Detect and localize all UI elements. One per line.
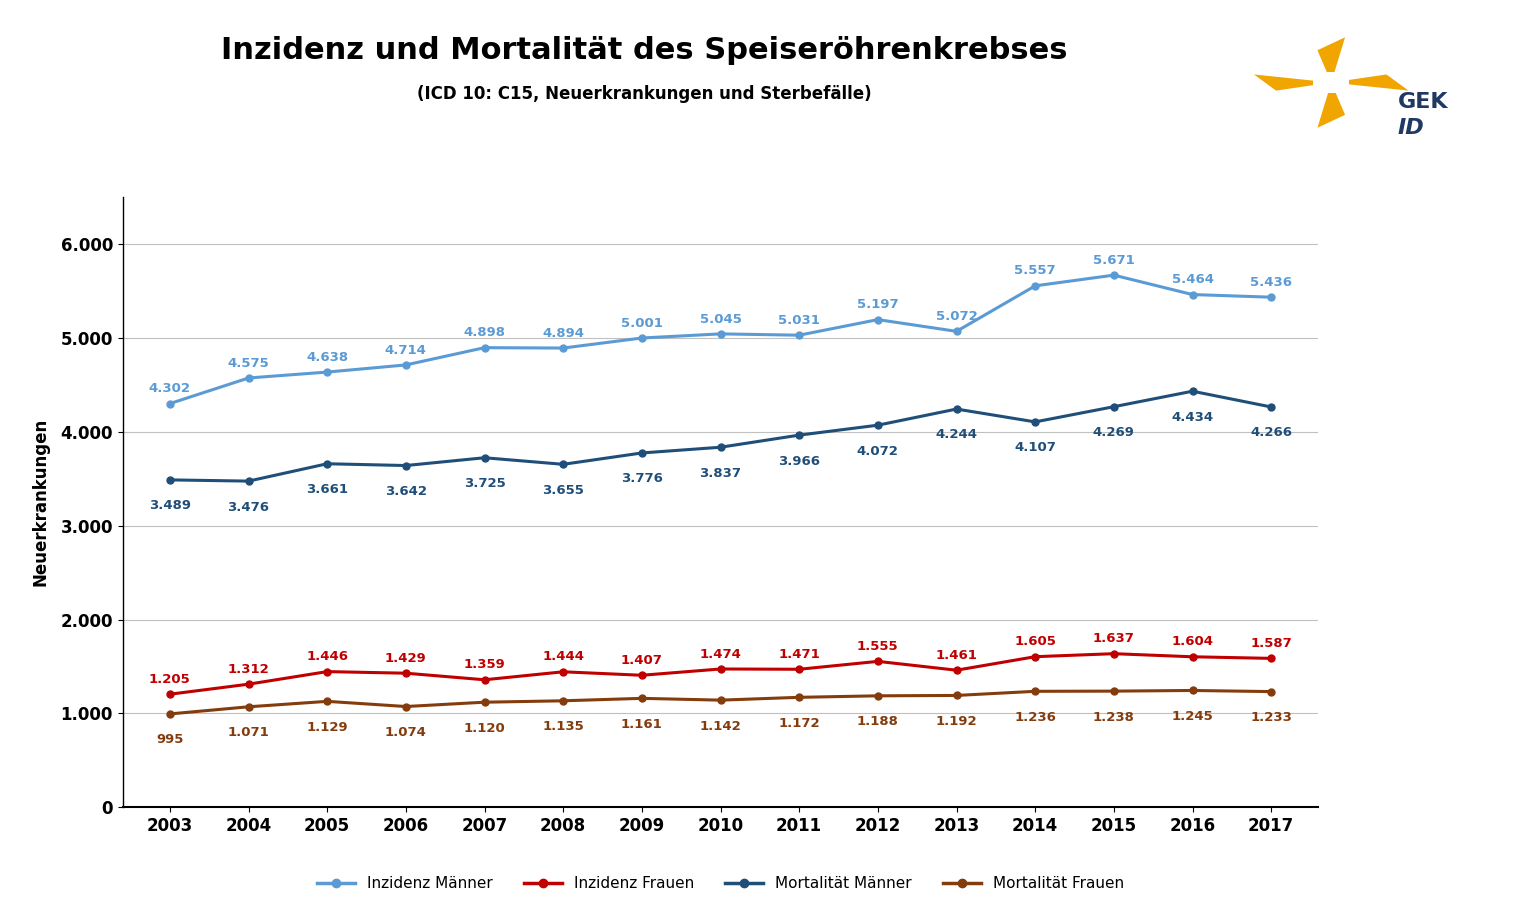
Text: 5.001: 5.001 [621, 317, 662, 330]
Text: ID: ID [1398, 118, 1424, 138]
Text: 3.476: 3.476 [227, 501, 270, 514]
Text: 1.129: 1.129 [307, 721, 348, 734]
Text: 5.557: 5.557 [1015, 265, 1056, 277]
Y-axis label: Neuerkrankungen: Neuerkrankungen [31, 418, 49, 587]
Text: 5.671: 5.671 [1093, 254, 1134, 266]
Text: 1.555: 1.555 [857, 640, 898, 653]
Text: 1.192: 1.192 [935, 715, 978, 727]
Text: 4.072: 4.072 [857, 445, 898, 457]
Text: 4.434: 4.434 [1171, 411, 1214, 423]
Text: 3.642: 3.642 [385, 485, 426, 498]
Text: Inzidenz und Mortalität des Speiseröhrenkrebses: Inzidenz und Mortalität des Speiseröhren… [221, 36, 1067, 65]
Text: 3.966: 3.966 [779, 455, 820, 467]
Text: 1.637: 1.637 [1093, 632, 1134, 645]
Text: 4.302: 4.302 [149, 382, 190, 396]
Text: 1.071: 1.071 [227, 727, 270, 739]
Text: 1.074: 1.074 [385, 726, 426, 739]
Text: 3.725: 3.725 [463, 477, 506, 490]
Text: 1.312: 1.312 [227, 663, 270, 675]
Polygon shape [1331, 74, 1409, 91]
Text: 995: 995 [156, 734, 184, 746]
FancyBboxPatch shape [1314, 72, 1349, 93]
Text: 4.266: 4.266 [1251, 426, 1292, 440]
Text: 4.894: 4.894 [543, 327, 584, 340]
Polygon shape [1317, 83, 1344, 127]
Text: GEK: GEK [1398, 91, 1449, 112]
Text: 3.776: 3.776 [621, 473, 662, 485]
Text: 5.464: 5.464 [1171, 274, 1214, 286]
Text: 1.359: 1.359 [463, 658, 506, 672]
Text: 3.837: 3.837 [699, 466, 742, 480]
Text: 1.245: 1.245 [1171, 710, 1214, 723]
Text: 4.244: 4.244 [935, 429, 978, 441]
Text: 3.655: 3.655 [543, 483, 584, 497]
Polygon shape [1317, 38, 1344, 83]
Text: 4.638: 4.638 [307, 351, 348, 364]
Text: 5.031: 5.031 [779, 314, 820, 327]
Text: 1.238: 1.238 [1093, 710, 1134, 724]
Text: 4.898: 4.898 [463, 327, 506, 339]
Text: 1.474: 1.474 [699, 648, 742, 661]
Text: 1.120: 1.120 [463, 722, 506, 735]
Text: 4.107: 4.107 [1015, 441, 1056, 455]
Text: 1.188: 1.188 [857, 715, 898, 728]
Text: 3.489: 3.489 [149, 500, 190, 512]
Text: 1.446: 1.446 [307, 650, 348, 663]
Text: 5.072: 5.072 [935, 310, 978, 323]
Text: 1.587: 1.587 [1251, 637, 1292, 650]
Polygon shape [1254, 74, 1331, 91]
Text: 1.161: 1.161 [621, 718, 662, 731]
Text: 1.471: 1.471 [779, 648, 820, 661]
Text: 1.135: 1.135 [543, 720, 584, 733]
Text: 1.236: 1.236 [1015, 710, 1056, 724]
Text: 1.407: 1.407 [621, 654, 662, 667]
Text: 1.605: 1.605 [1015, 635, 1056, 649]
Text: 1.444: 1.444 [543, 650, 584, 664]
Text: 1.142: 1.142 [699, 719, 742, 733]
Text: 4.575: 4.575 [227, 357, 270, 370]
Text: 1.461: 1.461 [935, 649, 978, 662]
Text: 4.269: 4.269 [1093, 426, 1134, 440]
Text: 1.172: 1.172 [779, 717, 820, 730]
Text: 1.604: 1.604 [1171, 635, 1214, 649]
Text: 5.436: 5.436 [1251, 276, 1292, 289]
Text: 1.429: 1.429 [385, 652, 426, 665]
Text: 1.205: 1.205 [149, 673, 190, 686]
Text: 4.714: 4.714 [385, 344, 426, 357]
Text: (ICD 10: C15, Neuerkrankungen und Sterbefälle): (ICD 10: C15, Neuerkrankungen und Sterbe… [417, 85, 871, 103]
Text: 1.233: 1.233 [1251, 711, 1292, 724]
Text: 5.045: 5.045 [699, 312, 742, 326]
Legend: Inzidenz Männer, Inzidenz Frauen, Mortalität Männer, Mortalität Frauen: Inzidenz Männer, Inzidenz Frauen, Mortal… [311, 870, 1130, 897]
Text: 5.197: 5.197 [857, 299, 898, 311]
Text: 3.661: 3.661 [307, 483, 348, 496]
